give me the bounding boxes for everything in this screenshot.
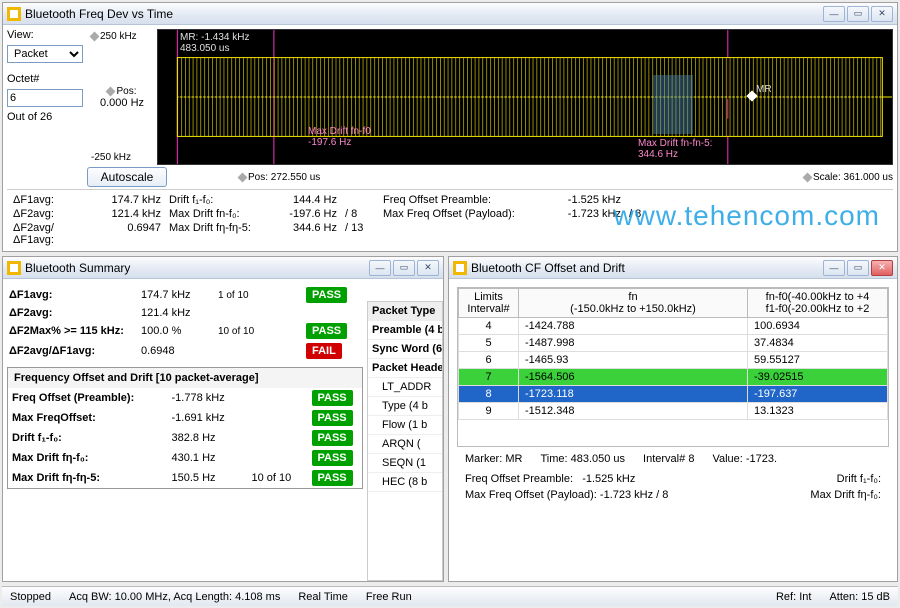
pos-marker-label: Pos: [91,86,153,97]
titlebar-top[interactable]: Bluetooth Freq Dev vs Time ― ▭ ✕ [3,3,897,25]
minimize-icon[interactable]: ― [369,260,391,276]
fod-row: Freq Offset (Preamble): -1.778 kHz PASS [8,388,363,408]
offset-row[interactable]: 7-1564.506-39.02515 [459,369,888,386]
status-freerun: Free Run [366,591,412,603]
summary-count: 1 of 10 [218,290,306,301]
packet-field[interactable]: HEC (8 b [368,473,442,492]
summary-label: ΔF2Max% >= 115 kHz: [9,325,141,337]
minimize-icon[interactable]: ― [823,6,845,22]
octet-input[interactable] [7,89,83,107]
status-badge: PASS [312,470,353,486]
packet-field[interactable]: Preamble (4 b [368,321,442,340]
status-badge: FAIL [306,343,342,359]
status-badge: PASS [312,430,353,446]
offset-stats: Freq Offset Preamble: -1.525 kHz Drift f… [457,471,889,487]
packet-field[interactable]: Sync Word (6 [368,340,442,359]
status-acq: Acq BW: 10.00 MHz, Acq Length: 4.108 ms [69,591,280,603]
app-icon [7,261,21,275]
annot-mr1: MR: -1.434 kHz [180,32,249,43]
annot-maxdrift-b-val: 344.6 Hz [638,149,678,160]
annot-mr-tag: MR [756,84,772,95]
summary-label: ΔF2avg: [9,307,141,319]
top-stats: ΔF1avg:174.7 kHz Drift f₁-f₀:144.4 Hz Fr… [7,190,893,250]
y-axis-top: 250 kHz [91,31,153,42]
packet-structure-list[interactable]: Packet TypePreamble (4 bSync Word (6Pack… [367,301,443,581]
status-badge: PASS [312,390,353,406]
autoscale-button[interactable]: Autoscale [87,167,167,187]
statusbar: Stopped Acq BW: 10.00 MHz, Acq Length: 4… [2,586,898,606]
maximize-icon[interactable]: ▭ [393,260,415,276]
packet-field[interactable]: Packet Type [368,302,442,321]
maximize-icon[interactable]: ▭ [847,6,869,22]
packet-field[interactable]: ARQN ( [368,435,442,454]
summary-label: ΔF2avg/ΔF1avg: [9,345,141,357]
packet-field[interactable]: Flow (1 b [368,416,442,435]
titlebar-offset[interactable]: Bluetooth CF Offset and Drift ― ▭ ✕ [449,257,897,279]
summary-value: 121.4 kHz [141,307,218,319]
fod-row: Max Drift fη-fη-5: 150.5 Hz 10 of 10 PAS… [8,468,363,489]
annot-maxdrift-a: Max Drift fn-f0 [308,126,371,137]
summary-value: 0.6948 [141,345,218,357]
summary-label: ΔF1avg: [9,289,141,301]
offset-stats-2: Max Freq Offset (Payload): -1.723 kHz / … [457,487,889,503]
offset-row[interactable]: 6-1465.9359.55127 [459,352,888,369]
app-icon [453,261,467,275]
offset-row[interactable]: 5-1487.99837.4834 [459,335,888,352]
close-icon[interactable]: ✕ [871,260,893,276]
offset-row[interactable]: 8-1723.118-197.637 [459,386,888,403]
status-realtime: Real Time [298,591,348,603]
scale-readout: Scale: 361.000 us [804,172,893,183]
packet-field[interactable]: Type (4 b [368,397,442,416]
fod-table: Freq Offset (Preamble): -1.778 kHz PASSM… [7,388,363,489]
close-icon[interactable]: ✕ [417,260,439,276]
app-icon [7,7,21,21]
summary-grid: ΔF1avg:174.7 kHz1 of 10PASSΔF2avg:121.4 … [7,283,363,363]
status-atten: Atten: 15 dB [829,591,890,603]
view-label: View: [7,29,83,41]
packet-field[interactable]: SEQN (1 [368,454,442,473]
status-badge: PASS [306,323,347,339]
octet-label: Octet# [7,73,83,85]
window-summary: Bluetooth Summary ― ▭ ✕ ΔF1avg:174.7 kHz… [2,256,444,582]
fod-row: Max Drift fη-f₀: 430.1 Hz PASS [8,448,363,468]
minimize-icon[interactable]: ― [823,260,845,276]
octet-of-label: Out of 26 [7,111,83,123]
window-title: Bluetooth Freq Dev vs Time [25,7,823,21]
pos-marker-value: 0.000 Hz [91,97,153,109]
status-badge: PASS [312,450,353,466]
view-controls: View: Packet Octet# Out of 26 [7,29,87,187]
y-axis-bottom: -250 kHz [91,152,153,163]
status-badge: PASS [312,410,353,426]
window-title: Bluetooth Summary [25,261,369,275]
summary-value: 174.7 kHz [141,289,218,301]
window-offset-drift: Bluetooth CF Offset and Drift ― ▭ ✕ Limi… [448,256,898,582]
fod-section-header: Frequency Offset and Drift [10 packet-av… [7,367,363,388]
window-title: Bluetooth CF Offset and Drift [471,261,823,275]
status-badge: PASS [306,287,347,303]
close-icon[interactable]: ✕ [871,6,893,22]
offset-row[interactable]: 4-1424.788100.6934 [459,318,888,335]
titlebar-summary[interactable]: Bluetooth Summary ― ▭ ✕ [3,257,443,279]
annot-mr2: 483.050 us [180,43,230,54]
annot-maxdrift-a-val: -197.6 Hz [308,137,351,148]
summary-value: 100.0 % [141,325,218,337]
packet-field[interactable]: LT_ADDR [368,378,442,397]
status-ref: Ref: Int [776,591,811,603]
window-freq-dev: Bluetooth Freq Dev vs Time ― ▭ ✕ View: P… [2,2,898,252]
fod-row: Max FreqOffset: -1.691 kHz PASS [8,408,363,428]
fod-row: Drift f₁-f₀: 382.8 Hz PASS [8,428,363,448]
highlight-region [653,75,693,134]
marker-readout: Marker: MR Time: 483.050 us Interval# 8 … [457,447,889,471]
summary-count: 10 of 10 [218,326,306,337]
status-state: Stopped [10,591,51,603]
pos-readout: Pos: 272.550 us [239,172,320,183]
view-select[interactable]: Packet [7,45,83,63]
packet-field[interactable]: Packet Heade [368,359,442,378]
maximize-icon[interactable]: ▭ [847,260,869,276]
annot-maxdrift-b: Max Drift fn-fn-5: [638,138,712,149]
offset-row[interactable]: 9-1512.34813.1323 [459,403,888,420]
offset-table[interactable]: LimitsInterval# fn(-150.0kHz to +150.0kH… [458,288,888,420]
freq-dev-plot[interactable]: MR: -1.434 kHz 483.050 us MR Max Drift f… [157,29,893,165]
